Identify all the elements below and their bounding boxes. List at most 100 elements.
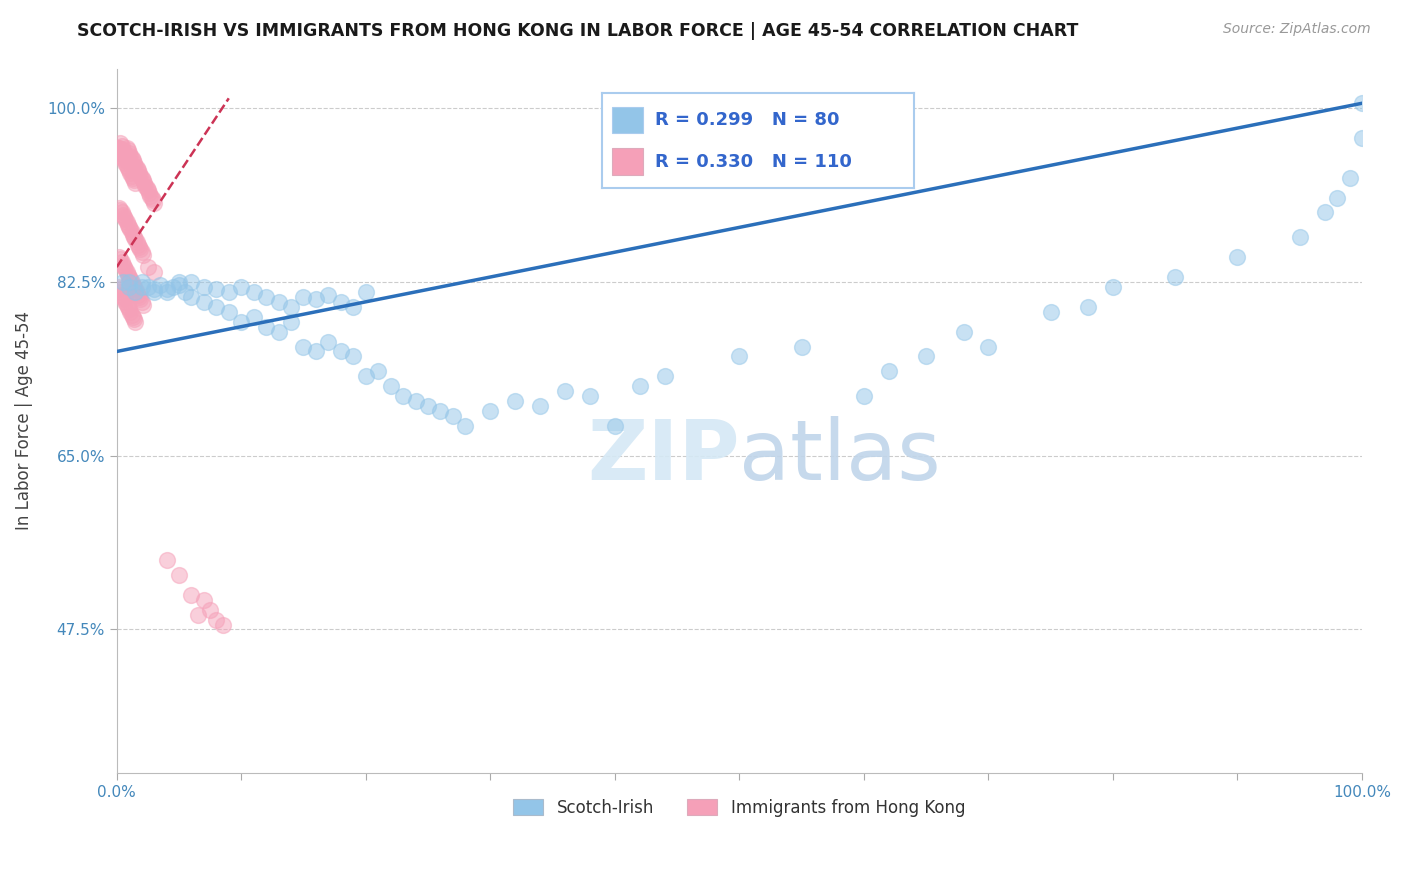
Point <box>120 149 142 163</box>
Point <box>117 161 139 175</box>
Point <box>187 607 209 622</box>
Point <box>167 277 190 292</box>
Point <box>118 145 141 160</box>
Text: Source: ZipAtlas.com: Source: ZipAtlas.com <box>1223 22 1371 37</box>
Point <box>108 250 131 264</box>
Point <box>121 151 143 165</box>
Point <box>131 245 153 260</box>
Point <box>1077 300 1099 314</box>
Point <box>136 280 159 294</box>
Point <box>180 275 202 289</box>
Point <box>193 294 215 309</box>
Point <box>1102 280 1125 294</box>
Point <box>205 282 228 296</box>
Point <box>114 156 136 170</box>
Point <box>121 275 143 289</box>
Point <box>155 282 177 296</box>
Point <box>131 294 153 309</box>
Point <box>114 212 136 227</box>
Point <box>167 275 190 289</box>
Point <box>114 149 136 163</box>
Point <box>124 315 146 329</box>
Point <box>117 268 139 282</box>
Point <box>305 344 328 359</box>
Point <box>107 141 129 155</box>
Point <box>115 159 138 173</box>
Point <box>1351 131 1374 145</box>
Point <box>108 282 131 296</box>
Point <box>429 404 451 418</box>
Point <box>135 180 157 194</box>
Point <box>120 305 142 319</box>
Point <box>108 143 131 157</box>
Point <box>292 339 315 353</box>
Point <box>503 394 526 409</box>
Point <box>118 275 141 289</box>
Point <box>132 172 155 186</box>
Text: ZIP: ZIP <box>586 416 740 497</box>
Point <box>149 277 172 292</box>
Point <box>115 298 138 312</box>
Point <box>162 280 184 294</box>
Point <box>124 282 146 296</box>
Point <box>915 350 938 364</box>
Point <box>305 292 328 306</box>
Point <box>280 315 302 329</box>
Point <box>254 319 277 334</box>
Legend: Scotch-Irish, Immigrants from Hong Kong: Scotch-Irish, Immigrants from Hong Kong <box>505 790 973 825</box>
Point <box>1164 270 1187 285</box>
Point <box>124 285 146 299</box>
Point <box>107 280 129 294</box>
Point <box>205 613 228 627</box>
Point <box>142 193 165 207</box>
Point <box>342 300 364 314</box>
Point <box>120 272 142 286</box>
Point <box>392 389 415 403</box>
Point <box>115 141 138 155</box>
Point <box>128 240 150 254</box>
Point <box>1351 96 1374 111</box>
Point <box>329 294 352 309</box>
Point <box>111 258 134 272</box>
Point <box>122 311 145 326</box>
Point <box>529 399 551 413</box>
Point <box>111 139 134 153</box>
Point <box>454 419 477 434</box>
Point <box>107 141 129 155</box>
Point <box>416 399 439 413</box>
Point <box>118 220 141 235</box>
Point <box>122 277 145 292</box>
Point <box>111 290 134 304</box>
Point <box>280 300 302 314</box>
Point <box>1039 305 1062 319</box>
Point <box>127 162 149 177</box>
Point <box>143 282 166 296</box>
Point <box>125 235 148 250</box>
Point <box>790 339 813 353</box>
Point <box>143 195 166 210</box>
Point <box>111 209 134 223</box>
Point <box>112 211 135 225</box>
Point <box>134 178 156 193</box>
Point <box>115 215 138 229</box>
Point <box>1288 230 1310 244</box>
Point <box>318 334 340 349</box>
Point <box>122 153 145 167</box>
Point <box>242 310 264 324</box>
Point <box>231 315 253 329</box>
Point <box>120 222 142 236</box>
Point <box>112 145 135 160</box>
Point <box>143 265 166 279</box>
Point <box>1326 191 1348 205</box>
Point <box>254 290 277 304</box>
Point <box>554 384 576 399</box>
Point <box>479 404 502 418</box>
Text: SCOTCH-IRISH VS IMMIGRANTS FROM HONG KONG IN LABOR FORCE | AGE 45-54 CORRELATION: SCOTCH-IRISH VS IMMIGRANTS FROM HONG KON… <box>77 22 1078 40</box>
Point <box>115 265 138 279</box>
Point <box>267 294 290 309</box>
Text: atlas: atlas <box>740 416 941 497</box>
Point <box>122 280 145 294</box>
Point <box>198 602 221 616</box>
Point <box>852 389 875 403</box>
Point <box>128 290 150 304</box>
